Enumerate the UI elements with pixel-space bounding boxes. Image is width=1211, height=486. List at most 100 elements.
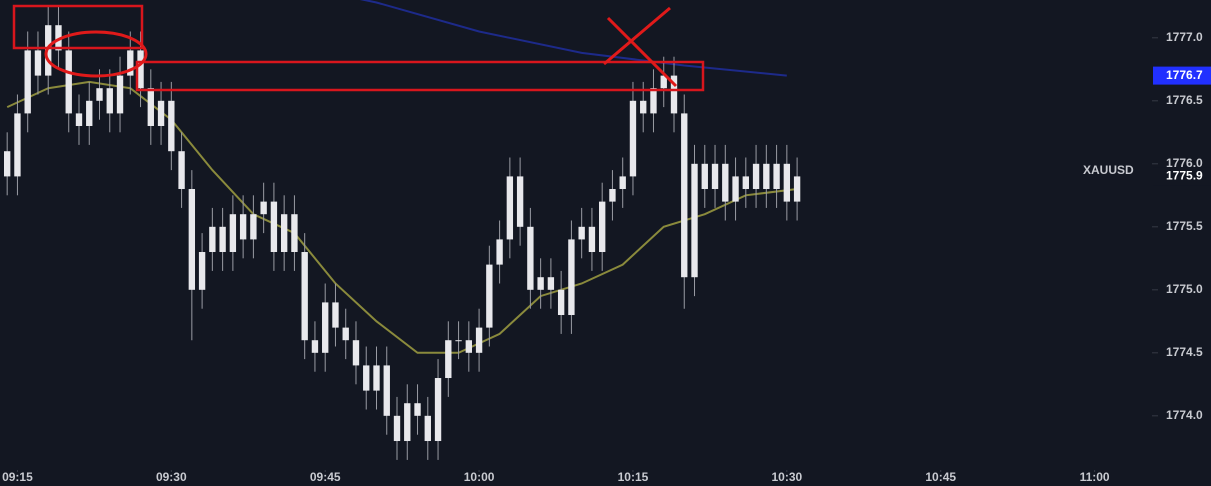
candle-body bbox=[793, 176, 801, 202]
candle-body bbox=[147, 88, 154, 127]
candle-body bbox=[363, 365, 370, 391]
candle-body bbox=[742, 176, 749, 190]
candle-body bbox=[445, 340, 452, 379]
candle-body bbox=[45, 25, 52, 76]
x-tick-label: 11:00 bbox=[1080, 470, 1110, 484]
candle-body bbox=[229, 214, 237, 253]
candle-body bbox=[34, 50, 42, 76]
candle-body bbox=[219, 226, 226, 253]
candle-body bbox=[96, 88, 103, 101]
candle-body bbox=[178, 151, 185, 190]
candle-body bbox=[670, 75, 678, 114]
y-tick-label: 1774.5 bbox=[1166, 345, 1203, 359]
candle-body bbox=[465, 340, 473, 353]
y-tick-label: 1776.0 bbox=[1166, 156, 1203, 170]
candle-body bbox=[701, 163, 708, 190]
candle-body bbox=[752, 163, 760, 190]
candle-body bbox=[4, 151, 11, 177]
candle-body bbox=[188, 189, 196, 290]
candle-body bbox=[168, 100, 175, 152]
candle-body bbox=[342, 327, 349, 341]
candle-body bbox=[393, 415, 401, 442]
symbol-label: XAUUSD bbox=[1083, 163, 1134, 177]
candle-body bbox=[404, 403, 411, 442]
y-tick-label: 1775.5 bbox=[1166, 219, 1203, 233]
candle-body bbox=[14, 113, 21, 177]
candle-body bbox=[691, 163, 698, 278]
price-marker bbox=[1153, 167, 1211, 186]
candle-body bbox=[681, 113, 688, 278]
candle-body bbox=[640, 100, 647, 114]
candle-body bbox=[414, 403, 421, 416]
candle-body bbox=[537, 277, 544, 290]
candle-body bbox=[311, 340, 319, 353]
candle-body bbox=[270, 201, 278, 253]
x-tick-label: 09:30 bbox=[156, 470, 187, 484]
annotation-box bbox=[12, 4, 144, 50]
candle-body bbox=[619, 176, 626, 190]
candle-body bbox=[332, 302, 339, 328]
candle-body bbox=[424, 415, 431, 442]
candle-body bbox=[239, 214, 247, 240]
candle-body bbox=[260, 201, 267, 215]
annotations bbox=[12, 4, 705, 92]
candle-body bbox=[455, 340, 462, 342]
candle-body bbox=[557, 289, 565, 316]
moving-average bbox=[6, 80, 798, 354]
y-tick-label: 1774.0 bbox=[1166, 408, 1203, 422]
candle-body bbox=[763, 163, 770, 190]
candle-body bbox=[475, 327, 483, 353]
candle-body bbox=[588, 226, 596, 253]
candle-body bbox=[599, 201, 606, 253]
y-tick-label: 1777.0 bbox=[1166, 30, 1203, 44]
candle-body bbox=[24, 50, 31, 114]
candle-body bbox=[250, 214, 257, 240]
candle-body bbox=[86, 100, 93, 127]
candle-body bbox=[75, 113, 83, 127]
x-tick-label: 09:45 bbox=[310, 470, 341, 484]
annotation-cross bbox=[603, 6, 678, 88]
candle-body bbox=[291, 214, 298, 253]
candle-body bbox=[209, 226, 216, 253]
candle-body bbox=[434, 378, 442, 442]
price-marker bbox=[1153, 66, 1211, 85]
candle-body bbox=[486, 264, 493, 328]
y-tick-label: 1776.5 bbox=[1166, 93, 1203, 107]
candle-body bbox=[629, 100, 637, 177]
candle-body bbox=[578, 226, 585, 240]
candle-body bbox=[506, 176, 514, 240]
candle-body bbox=[732, 176, 739, 202]
y-tick-label: 1775.0 bbox=[1166, 282, 1203, 296]
candle-body bbox=[783, 163, 791, 202]
candle-body bbox=[373, 365, 380, 391]
candle-body bbox=[660, 75, 667, 89]
x-tick-label: 09:15 bbox=[2, 470, 33, 484]
candle-body bbox=[496, 239, 503, 265]
candle-body bbox=[773, 163, 780, 190]
x-tick-label: 10:00 bbox=[464, 470, 495, 484]
annotation-circle bbox=[44, 30, 148, 78]
candle-body bbox=[609, 189, 616, 202]
candle-body bbox=[352, 340, 360, 366]
candle-body bbox=[383, 365, 390, 416]
annotation-box bbox=[135, 60, 705, 92]
candle-body bbox=[547, 277, 555, 290]
x-tick-label: 10:15 bbox=[618, 470, 649, 484]
x-tick-label: 10:45 bbox=[925, 470, 956, 484]
candle-body bbox=[722, 163, 729, 202]
candle-body bbox=[106, 88, 113, 114]
price-marker-label: 1775.9 bbox=[1166, 169, 1203, 183]
candle-body bbox=[301, 252, 308, 341]
candle-body bbox=[137, 50, 144, 89]
candle-body bbox=[516, 176, 524, 227]
candle-body bbox=[527, 226, 534, 290]
candle-body bbox=[650, 88, 657, 114]
candle-body bbox=[280, 214, 288, 253]
candle-body bbox=[65, 50, 72, 114]
candle-body bbox=[157, 100, 165, 127]
moving-average bbox=[359, 0, 787, 77]
candle-body bbox=[198, 252, 206, 290]
candle-body bbox=[322, 302, 329, 353]
